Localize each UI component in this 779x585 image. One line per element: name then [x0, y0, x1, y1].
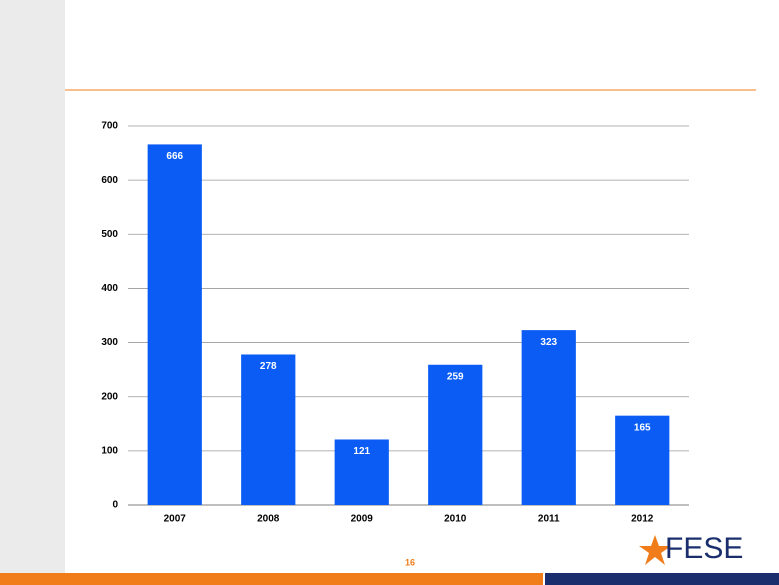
bar	[241, 354, 296, 505]
logo: FESE	[639, 532, 743, 565]
y-tick-label: 400	[101, 283, 118, 294]
y-tick-label: 600	[101, 175, 118, 186]
x-tick-label: 2008	[257, 514, 280, 525]
bar	[615, 415, 670, 505]
bar	[428, 364, 483, 505]
page-number: 16	[405, 557, 415, 567]
data-label: 165	[634, 422, 651, 433]
data-label: 323	[540, 337, 557, 348]
x-tick-label: 2010	[444, 514, 467, 525]
bar	[147, 144, 202, 505]
data-label: 259	[447, 371, 464, 382]
y-tick-label: 200	[101, 391, 118, 402]
x-tick-label: 2007	[164, 514, 187, 525]
bar	[334, 439, 389, 505]
y-tick-label: 500	[101, 229, 118, 240]
bar	[521, 330, 576, 505]
footer-bar-blue	[545, 573, 779, 585]
y-tick-label: 300	[101, 337, 118, 348]
side-strip	[0, 0, 65, 573]
data-label: 278	[260, 361, 277, 372]
y-tick-label: 100	[101, 445, 118, 456]
x-tick-label: 2009	[351, 514, 374, 525]
x-tick-label: 2012	[631, 514, 654, 525]
logo-text: FESE	[665, 532, 743, 565]
x-tick-label: 2011	[538, 514, 560, 525]
data-label: 121	[353, 446, 370, 457]
data-label: 666	[166, 151, 183, 162]
y-tick-label: 0	[112, 500, 118, 511]
footer-bar-orange	[0, 573, 543, 585]
logo-star	[639, 535, 671, 565]
y-tick-label: 700	[101, 121, 118, 132]
